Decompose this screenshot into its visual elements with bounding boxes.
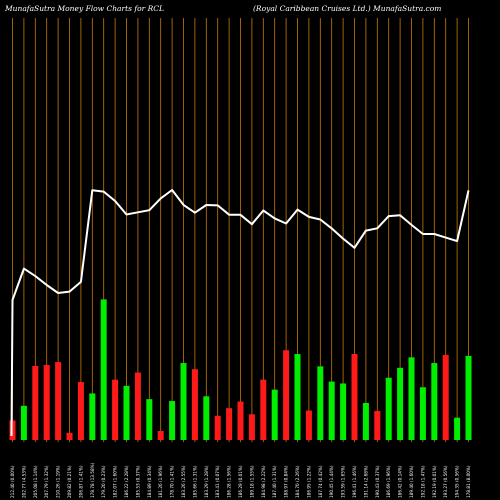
x-tick-label: 207.79 (1.32%) bbox=[44, 465, 49, 498]
volume-bar bbox=[66, 432, 73, 440]
volume-bar bbox=[260, 379, 267, 440]
x-tick-label: 192.18 (1.47%) bbox=[420, 465, 425, 498]
x-tick-label: 186.69 (1.96%) bbox=[386, 465, 391, 498]
x-tick-label: 190.45 (1.44%) bbox=[329, 465, 334, 498]
x-tick-label: 187.40 (1.31%) bbox=[272, 465, 277, 498]
volume-bar bbox=[237, 401, 244, 440]
volume-bar bbox=[214, 415, 221, 440]
volume-bar bbox=[226, 408, 233, 440]
volume-bar bbox=[89, 393, 96, 440]
x-tick-label: 184.98 (2.22%) bbox=[261, 465, 266, 498]
x-tick-label: 178.70 (1.41%) bbox=[170, 465, 175, 498]
volume-bar bbox=[340, 383, 347, 440]
volume-bar bbox=[157, 430, 164, 440]
chart-title: MunafaSutra Money Flow Charts for RCL bbox=[4, 4, 164, 13]
volume-bar bbox=[191, 369, 198, 440]
volume-bar bbox=[248, 414, 255, 440]
volume-bar bbox=[134, 372, 141, 440]
x-tick-labels: 212.40 (0.00%) 202.77 (4.53%) 205.08 (1.14… bbox=[10, 462, 471, 498]
x-tick-label: 193.27 (0.56%) bbox=[443, 465, 448, 498]
volume-bar bbox=[100, 299, 107, 440]
volume-bar bbox=[77, 382, 84, 440]
x-tick-label: 191.14 (2.68%) bbox=[363, 465, 368, 498]
price-line-path bbox=[10, 189, 470, 437]
volume-bar bbox=[454, 417, 461, 440]
volume-bar bbox=[465, 355, 472, 440]
volume-bar bbox=[385, 377, 392, 440]
volume-bar bbox=[20, 405, 27, 440]
x-tick-label: 181.26 (1.96%) bbox=[158, 465, 163, 498]
volume-bar bbox=[283, 350, 290, 440]
x-tick-label: 206.87 (1.41%) bbox=[78, 465, 83, 498]
x-tick-label: 183.41 (0.07%) bbox=[215, 465, 220, 498]
x-tick-label: 189.18 (1.55%) bbox=[249, 465, 254, 498]
x-tick-label: 196.41 (1.46%) bbox=[352, 465, 357, 498]
volume-bar bbox=[328, 381, 335, 440]
chart-subtitle: (Royal Caribbean Cruises Ltd.) MunafaSut… bbox=[253, 4, 441, 13]
volume-bars bbox=[9, 299, 472, 440]
x-tick-label: 189.40 (1.60%) bbox=[409, 465, 414, 498]
x-tick-label: 188.97 (0.84%) bbox=[284, 465, 289, 498]
x-tick-label: 186.22 (2.28%) bbox=[124, 465, 129, 498]
volume-bar bbox=[408, 357, 415, 440]
volume-bar bbox=[351, 354, 358, 440]
x-tick-label: 194.35 (0.56%) bbox=[455, 465, 460, 498]
x-tick-label: 202.77 (4.53%) bbox=[21, 465, 26, 498]
volume-bar bbox=[362, 402, 369, 440]
x-tick-label: 186.42 (0.14%) bbox=[398, 465, 403, 498]
x-tick-label: 192.19 (0.01%) bbox=[432, 465, 437, 498]
volume-bar bbox=[271, 389, 278, 440]
volume-bar bbox=[146, 399, 153, 440]
volume-bar bbox=[431, 363, 438, 440]
x-tick-label: 184.89 (0.34%) bbox=[147, 465, 152, 498]
x-tick-label: 193.59 (1.65%) bbox=[341, 465, 346, 498]
x-tick-label: 178.81 (8.00%) bbox=[466, 465, 471, 498]
volume-bar bbox=[294, 354, 301, 440]
x-tick-label: 186.95 (1.22%) bbox=[306, 465, 311, 498]
x-tick-label: 209.82 (0.21%) bbox=[67, 465, 72, 498]
x-tick-label: 210.26 (1.19%) bbox=[56, 465, 61, 498]
volume-bar bbox=[397, 367, 404, 440]
x-tick-label: 185.53 (0.37%) bbox=[135, 465, 140, 498]
volume-bar bbox=[55, 362, 62, 440]
x-tick-label: 205.08 (1.14%) bbox=[33, 465, 38, 498]
volume-bar bbox=[419, 387, 426, 440]
x-tick-label: 186.29 (0.01%) bbox=[238, 465, 243, 498]
x-tick-label: 187.74 (0.42%) bbox=[318, 465, 323, 498]
x-tick-label: 184.70 (2.26%) bbox=[295, 465, 300, 498]
volume-bar bbox=[180, 363, 187, 440]
x-tick-label: 178.78 (13.58%) bbox=[90, 462, 95, 498]
x-tick-label: 183.26 (2.55%) bbox=[181, 465, 186, 498]
x-tick-label: 179.20 (0.23%) bbox=[101, 465, 106, 498]
x-tick-label: 182.07 (1.60%) bbox=[113, 465, 118, 498]
x-tick-label: 190.43 (0.37%) bbox=[375, 465, 380, 498]
volume-bar bbox=[123, 385, 130, 440]
volume-bar bbox=[43, 364, 50, 440]
volume-bar bbox=[32, 365, 39, 440]
volume-bar bbox=[317, 366, 324, 440]
x-tick-label: 212.40 (0.00%) bbox=[10, 465, 15, 498]
volume-bar bbox=[442, 354, 449, 440]
volume-bar bbox=[374, 411, 381, 440]
price-line bbox=[10, 189, 470, 437]
volume-bar bbox=[169, 401, 176, 440]
x-tick-label: 183.29 (1.28%) bbox=[204, 465, 209, 498]
volume-bar bbox=[305, 410, 312, 440]
volume-bar bbox=[112, 379, 119, 440]
x-tick-label: 186.28 (1.56%) bbox=[227, 465, 232, 498]
x-tick-label: 185.66 (1.31%) bbox=[192, 465, 197, 498]
volume-bar bbox=[203, 396, 210, 440]
